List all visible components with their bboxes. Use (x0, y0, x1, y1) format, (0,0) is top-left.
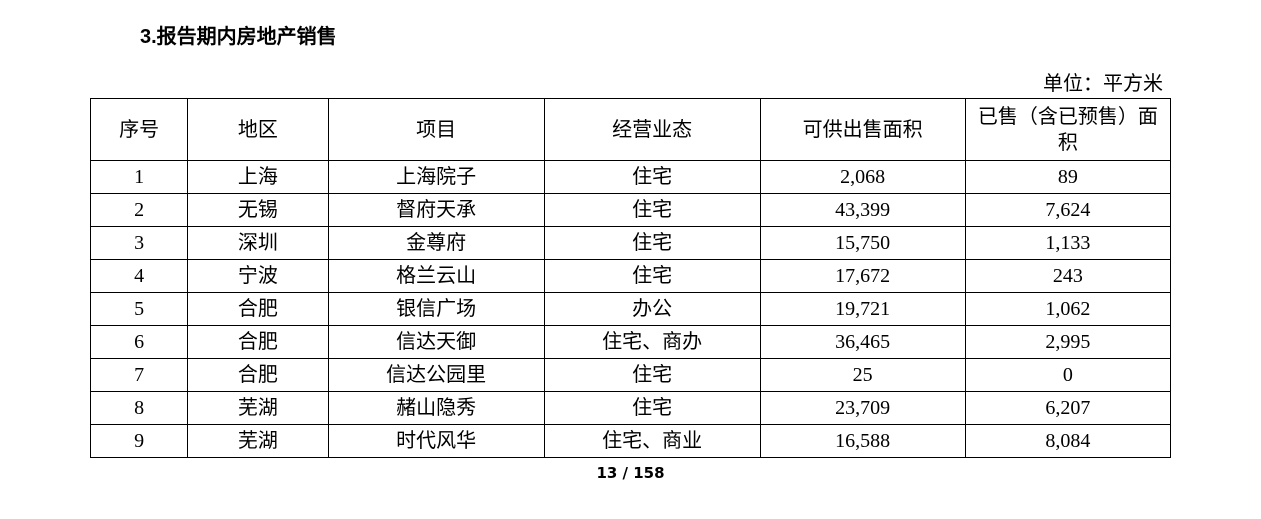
table-body: 1上海上海院子住宅2,068892无锡督府天承住宅43,3997,6243深圳金… (91, 161, 1171, 458)
cell-type: 住宅 (544, 260, 760, 293)
cell-sale-area: 25 (760, 359, 965, 392)
table-row: 8芜湖赭山隐秀住宅23,7096,207 (91, 392, 1171, 425)
table-row: 6合肥信达天御住宅、商办36,4652,995 (91, 326, 1171, 359)
cell-sold-area: 2,995 (965, 326, 1170, 359)
cell-num: 4 (91, 260, 188, 293)
cell-type: 住宅 (544, 161, 760, 194)
cell-type: 住宅 (544, 227, 760, 260)
cell-region: 芜湖 (188, 425, 328, 458)
cell-sale-area: 16,588 (760, 425, 965, 458)
cell-sold-area: 7,624 (965, 194, 1170, 227)
cell-project: 督府天承 (328, 194, 544, 227)
document-page: 3.报告期内房地产销售 单位：平方米 序号 地区 项目 经营业态 可供出售面积 … (0, 20, 1261, 458)
cell-region: 无锡 (188, 194, 328, 227)
cell-num: 9 (91, 425, 188, 458)
cell-sold-area: 243 (965, 260, 1170, 293)
cell-region: 合肥 (188, 326, 328, 359)
cell-num: 5 (91, 293, 188, 326)
cell-sale-area: 2,068 (760, 161, 965, 194)
col-header-num: 序号 (91, 99, 188, 161)
page-separator: / (617, 464, 633, 482)
cell-type: 住宅 (544, 194, 760, 227)
cell-sold-area: 1,133 (965, 227, 1170, 260)
table-row: 5合肥银信广场办公19,7211,062 (91, 293, 1171, 326)
cell-sold-area: 6,207 (965, 392, 1170, 425)
cell-region: 合肥 (188, 293, 328, 326)
cell-num: 7 (91, 359, 188, 392)
table-row: 3深圳金尊府住宅15,7501,133 (91, 227, 1171, 260)
unit-label: 单位：平方米 (90, 67, 1163, 96)
cell-num: 6 (91, 326, 188, 359)
cell-sale-area: 23,709 (760, 392, 965, 425)
table-row: 1上海上海院子住宅2,06889 (91, 161, 1171, 194)
col-header-type: 经营业态 (544, 99, 760, 161)
cell-region: 宁波 (188, 260, 328, 293)
table-header: 序号 地区 项目 经营业态 可供出售面积 已售（含已预售）面积 (91, 99, 1171, 161)
table-row: 2无锡督府天承住宅43,3997,624 (91, 194, 1171, 227)
cell-sale-area: 36,465 (760, 326, 965, 359)
cell-type: 住宅、商业 (544, 425, 760, 458)
table-row: 9芜湖时代风华住宅、商业16,5888,084 (91, 425, 1171, 458)
table-header-row: 序号 地区 项目 经营业态 可供出售面积 已售（含已预售）面积 (91, 99, 1171, 161)
page-current: 13 (596, 464, 617, 482)
sales-table: 序号 地区 项目 经营业态 可供出售面积 已售（含已预售）面积 1上海上海院子住… (90, 98, 1171, 458)
cell-project: 时代风华 (328, 425, 544, 458)
cell-sold-area: 8,084 (965, 425, 1170, 458)
cell-type: 住宅 (544, 359, 760, 392)
cell-num: 2 (91, 194, 188, 227)
cell-project: 赭山隐秀 (328, 392, 544, 425)
cell-project: 上海院子 (328, 161, 544, 194)
cell-project: 信达天御 (328, 326, 544, 359)
cell-sale-area: 19,721 (760, 293, 965, 326)
col-header-sale-area: 可供出售面积 (760, 99, 965, 161)
col-header-project: 项目 (328, 99, 544, 161)
section-title: 3.报告期内房地产销售 (140, 20, 1171, 49)
cell-sold-area: 0 (965, 359, 1170, 392)
cell-type: 住宅、商办 (544, 326, 760, 359)
col-header-region: 地区 (188, 99, 328, 161)
table-row: 4宁波格兰云山住宅17,672243 (91, 260, 1171, 293)
page-footer: 13 / 158 (0, 464, 1261, 482)
cell-sale-area: 15,750 (760, 227, 965, 260)
table-row: 7合肥信达公园里住宅250 (91, 359, 1171, 392)
cell-region: 合肥 (188, 359, 328, 392)
cell-sold-area: 89 (965, 161, 1170, 194)
cell-project: 格兰云山 (328, 260, 544, 293)
cell-sale-area: 17,672 (760, 260, 965, 293)
cell-project: 信达公园里 (328, 359, 544, 392)
cell-num: 8 (91, 392, 188, 425)
cell-num: 3 (91, 227, 188, 260)
cell-type: 住宅 (544, 392, 760, 425)
cell-sale-area: 43,399 (760, 194, 965, 227)
cell-type: 办公 (544, 293, 760, 326)
cell-region: 上海 (188, 161, 328, 194)
cell-region: 深圳 (188, 227, 328, 260)
cell-region: 芜湖 (188, 392, 328, 425)
page-total: 158 (633, 464, 664, 482)
col-header-sold-area: 已售（含已预售）面积 (965, 99, 1170, 161)
cell-project: 金尊府 (328, 227, 544, 260)
cell-num: 1 (91, 161, 188, 194)
cell-project: 银信广场 (328, 293, 544, 326)
cell-sold-area: 1,062 (965, 293, 1170, 326)
